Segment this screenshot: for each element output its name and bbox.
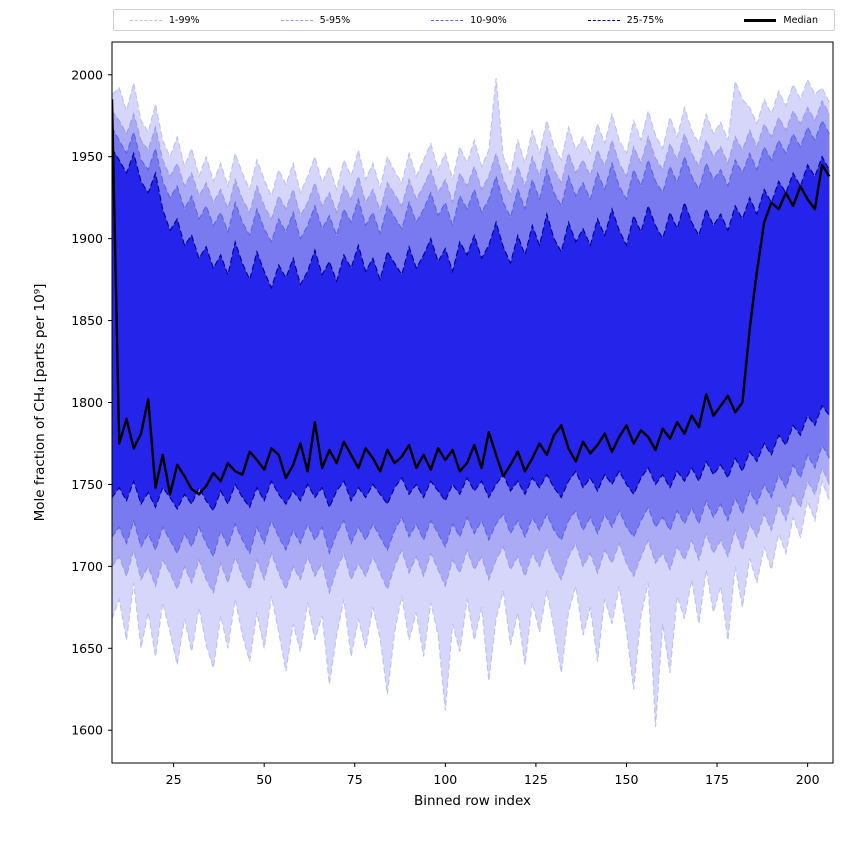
x-tick-label: 75: [347, 772, 363, 787]
band-lower-edge-1-99%: [112, 479, 830, 728]
band-lower-edge-25-75%: [112, 404, 830, 512]
legend-item-5-95: 5-95%: [280, 14, 351, 26]
band-lower-edge-10-90%: [112, 443, 830, 558]
median-line: [112, 99, 831, 496]
y-tick-label: 1800: [71, 395, 103, 410]
legend-item-1-99: 1-99%: [130, 15, 200, 26]
legend-line-10-90-icon: [431, 19, 464, 21]
plot-area: [112, 78, 831, 728]
legend-label-1-99: 1-99%: [169, 14, 200, 26]
band-25-75%: [112, 148, 830, 511]
legend-line-5-95-icon: [280, 19, 313, 21]
legend-item-median: Median: [744, 15, 818, 26]
y-tick-label: 1600: [71, 723, 103, 738]
legend-line-25-75-icon: [587, 19, 620, 21]
legend-label-5-95: 5-95%: [319, 14, 351, 26]
legend-label-25-75: 25-75%: [626, 14, 664, 26]
y-axis-label: Mole fraction of CH₄ [parts per 10⁹]: [32, 284, 48, 522]
x-axis-label: Binned row index: [414, 793, 531, 809]
band-upper-edge-1-99%: [112, 78, 830, 198]
legend: 1-99% 5-95% 10-90% 25-75% Median: [113, 9, 835, 31]
legend-label-median: Median: [783, 14, 818, 26]
legend-item-25-75: 25-75%: [587, 14, 664, 26]
x-tick-label: 150: [615, 772, 639, 787]
y-tick-label: 1650: [71, 641, 103, 656]
band-lower-edge-5-95%: [112, 466, 830, 595]
legend-label-10-90: 10-90%: [470, 14, 507, 26]
band-upper-edge-25-75%: [112, 148, 830, 290]
x-tick-label: 50: [256, 772, 272, 787]
y-tick-label: 1950: [71, 149, 103, 164]
x-tick-label: 175: [705, 772, 729, 787]
y-tick-label: 1700: [71, 559, 103, 574]
legend-line-1-99-icon: [130, 19, 162, 21]
y-tick-label: 1900: [71, 231, 103, 246]
band-upper-edge-5-95%: [112, 99, 830, 221]
x-tick-label: 100: [433, 772, 457, 787]
legend-item-10-90: 10-90%: [431, 15, 507, 26]
legend-line-median-icon: [744, 18, 777, 22]
y-tick-label: 1850: [71, 313, 103, 328]
y-tick-label: 2000: [71, 67, 103, 82]
x-tick-label: 200: [796, 772, 820, 787]
x-tick-label: 25: [166, 772, 182, 787]
y-tick-label: 1750: [71, 477, 103, 492]
x-tick-label: 125: [524, 772, 548, 787]
